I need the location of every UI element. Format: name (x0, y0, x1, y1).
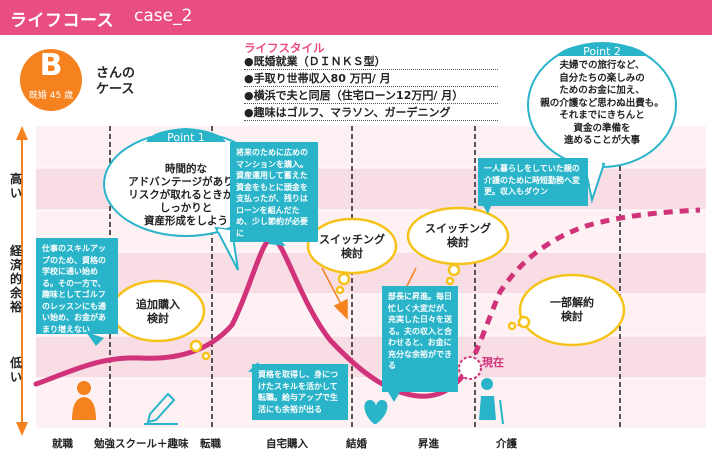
case-name: さんの ケース (96, 66, 136, 97)
y-label-low: 低い (9, 356, 22, 384)
lifestyle-item: ●横浜で夫と同居（住宅ローン12万円/ 月） (244, 87, 498, 104)
note-job-change: 資格を取得し、身につけたスキルを活かして転職。給与アップで生活にも余裕が出る (252, 364, 348, 420)
x-label-job-change: 転職 (200, 438, 221, 450)
y-label-middle: 経済的余裕 (9, 244, 22, 314)
y-label-high: 高い (9, 172, 22, 200)
note-house: 将来のために広めのマンションを購入。資産運用して蓄えた資金をもとに頭金を支払った… (230, 142, 318, 242)
y-axis-arrow (16, 126, 28, 436)
x-label-school: 勉強スクール＋趣味 (94, 438, 189, 450)
elder-icon (479, 378, 504, 425)
lifestyle-item: ●手取り世帯収入80 万円/ 月 (244, 70, 498, 87)
header-bar (0, 0, 712, 35)
lifestyle-item: ●既婚就業（ＤＩＮＫＳ型） (244, 53, 498, 70)
note-promotion: 部長に昇進。毎日忙しく大変だが、充実した日々を送る。夫の収入と合わせると、お金に… (382, 286, 458, 392)
heart-icon (364, 400, 388, 424)
person-icon (72, 381, 96, 420)
profile-badge-subtitle: 既婚 45 歳 (28, 91, 74, 101)
profile-badge (20, 49, 82, 111)
point2-text: 夫婦での旅行など、 自分たちの楽しみの ためのお金に加え、 親の介護など思わぬ出… (540, 60, 664, 146)
x-label-marriage: 結婚 (346, 438, 367, 450)
bubble-switching-2: スイッチング 検討 (425, 222, 491, 249)
point1-text: 時間的な アドバンテージがあり、 リスクが取れるときから しっかりと 資産形成を… (128, 163, 244, 227)
note-school: 仕事のスキルアップのため、資格の学校に通い始める。その一方で、趣味としてゴルフの… (36, 238, 118, 334)
bubble-switching-1: スイッチング 検討 (319, 233, 385, 260)
lifestyle-item: ●趣味はゴルフ、マラソン、ガーデニング (244, 104, 498, 121)
pencil-icon (144, 392, 178, 425)
x-label-care: 介護 (496, 438, 517, 450)
now-marker (458, 356, 482, 380)
profile-badge-letter: B (39, 48, 63, 83)
bubble-partial-cancel: 一部解約 検討 (550, 296, 594, 323)
case-label: case_2 (134, 6, 193, 26)
lifestyle-title: ライフスタイル (244, 41, 325, 55)
note-care: 一人暮らしをしていた親の介護のために時短勤務へ変更。収入もダウン (478, 158, 588, 206)
point2-title: Point 2 (583, 45, 621, 58)
bubble-additional-purchase: 追加購入 検討 (136, 298, 180, 325)
x-label-employment: 就職 (52, 438, 73, 450)
page-title: ライフコース (10, 11, 115, 31)
point1-title: Point 1 (167, 131, 205, 144)
now-label: 現在 (482, 356, 504, 369)
x-label-promotion: 昇進 (418, 438, 439, 450)
x-label-house: 自宅購入 (266, 438, 308, 450)
